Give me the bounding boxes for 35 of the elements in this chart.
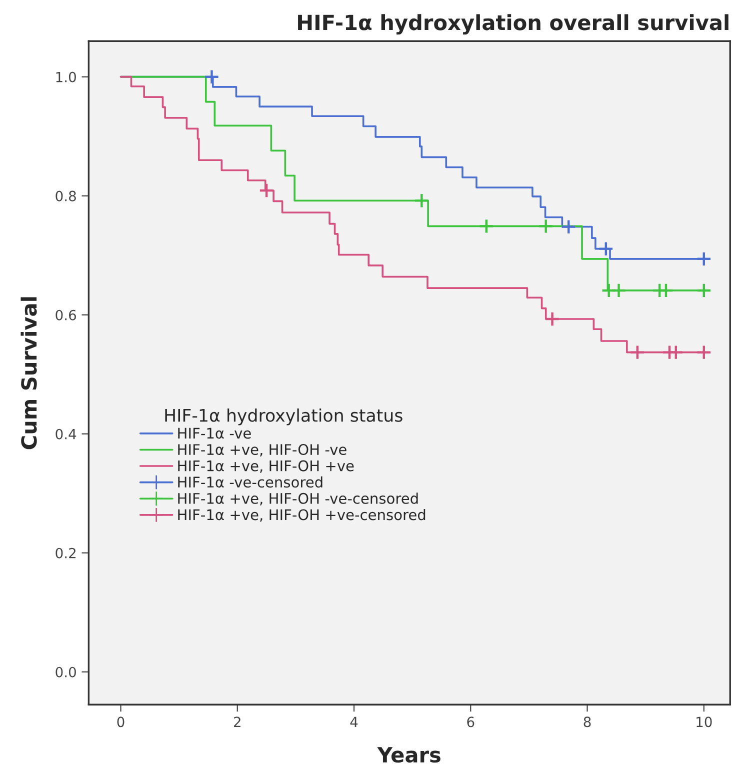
legend-label: HIF-1α -ve-censored <box>178 476 322 488</box>
point <box>204 69 220 85</box>
legend-label: HIF-1α +ve, HIF-OH +ve <box>178 460 354 473</box>
point <box>696 251 712 267</box>
x-tick-label: 2 <box>234 716 240 727</box>
legend-label: HIF-1α +ve, HIF-OH -ve-censored <box>178 492 418 506</box>
y-tick-label: 0.0 <box>56 666 76 678</box>
y-tick-label: 1.0 <box>56 72 76 82</box>
point <box>696 282 712 298</box>
point <box>544 311 560 327</box>
chart-title: HIF-1α hydroxylation overall survival <box>298 14 728 35</box>
y-tick-label: 0.6 <box>56 310 76 320</box>
point <box>598 241 614 256</box>
point <box>696 344 712 360</box>
legend-title: HIF-1α hydroxylation status <box>165 408 402 426</box>
x-tick-label: 10 <box>696 716 712 728</box>
y-tick-label: 0.4 <box>56 428 76 440</box>
legend-label: HIF-1α +ve, HIF-OH +ve-censored <box>178 508 426 522</box>
x-tick-label: 4 <box>350 716 358 727</box>
point <box>611 282 626 298</box>
y-axis-title: Cum Survival <box>20 297 37 450</box>
point <box>414 192 430 208</box>
point <box>478 218 494 234</box>
point <box>560 219 576 234</box>
y-tick-label: 0.8 <box>56 190 76 202</box>
point <box>258 182 274 198</box>
legend-label: HIF-1α -ve <box>178 428 251 439</box>
x-tick-label: 6 <box>467 716 474 728</box>
y-tick-label: 0.2 <box>56 548 76 558</box>
x-tick-label: 8 <box>584 716 591 728</box>
point <box>538 218 554 234</box>
x-tick-label: 0 <box>117 716 124 728</box>
legend-label: HIF-1α +ve, HIF-OH -ve <box>178 444 346 457</box>
x-axis-title: Years <box>377 747 440 763</box>
point <box>630 344 646 360</box>
